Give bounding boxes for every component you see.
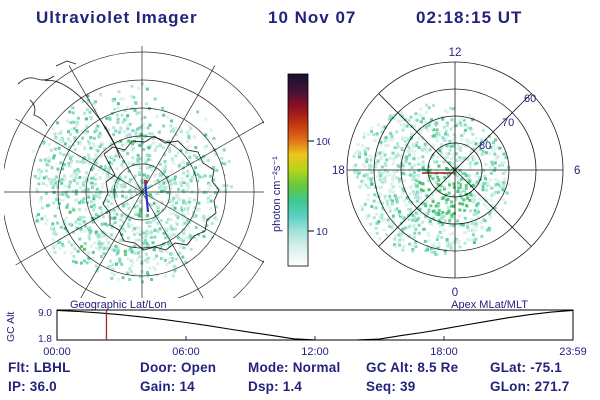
timeline-ticks — [185, 336, 445, 340]
satellite-track-marker — [143, 179, 150, 213]
status-glat: GLat: -75.1 — [490, 360, 562, 375]
status-ip: IP: 36.0 — [8, 379, 57, 394]
status-mode: Mode: Normal — [248, 360, 341, 375]
xtick-0000: 00:00 — [43, 346, 71, 358]
xtick-1200: 12:00 — [301, 346, 329, 358]
date-label: 10 Nov 07 — [268, 8, 357, 27]
colorbar-units-label: photon cm⁻²s⁻¹ — [271, 156, 283, 232]
ytick-9: 9.0 — [38, 308, 52, 319]
ytick-1-8: 1.8 — [38, 334, 52, 345]
gc-alt-timeline-panel: Geographic Lat/Lon Apex MLat/MLT GC Alt … — [5, 299, 587, 358]
mlt-label-0: 0 — [452, 287, 458, 299]
instrument-title: Ultraviolet Imager — [36, 8, 198, 27]
xtick-1800: 18:00 — [430, 346, 458, 358]
status-glon: GLon: 271.7 — [490, 379, 570, 394]
status-seq: Seq: 39 — [366, 379, 416, 394]
status-door: Door: Open — [140, 360, 217, 375]
satellite-position-dot — [144, 180, 148, 184]
colorbar-tick-label-10: 10 — [316, 226, 328, 238]
status-dsp: Dsp: 1.4 — [248, 379, 303, 394]
mlt-label-18: 18 — [332, 165, 345, 177]
xtick-2359: 23:59 — [559, 346, 587, 358]
right-panel-caption: Apex MLat/MLT — [451, 299, 528, 311]
left-panel-caption: Geographic Lat/Lon — [70, 299, 167, 311]
aurora-image-right — [352, 103, 511, 256]
apex-mlat-mlt-panel: 12 18 6 0 60 70 80 — [332, 47, 580, 299]
altitude-curve — [56, 309, 573, 341]
mlat-mlt-grid — [346, 61, 564, 279]
coastline-fragment — [17, 75, 55, 85]
coastline-peninsula — [44, 79, 121, 159]
timeline-plot-box — [56, 309, 574, 341]
status-gc-alt: GC Alt: 8.5 Re — [366, 360, 459, 375]
time-label: 02:18:15 UT — [416, 8, 523, 27]
mlt-label-6: 6 — [574, 165, 580, 177]
mlat-ring-label-60: 60 — [524, 93, 536, 105]
status-gain: Gain: 14 — [140, 379, 195, 394]
mlat-ring-label-80: 80 — [479, 140, 491, 152]
antarctica-coastline — [17, 60, 220, 251]
timeline-y-axis-label: GC Alt — [5, 312, 17, 342]
colorbar-panel: photon cm⁻²s⁻¹ 100 10 — [271, 73, 330, 267]
mlt-label-12: 12 — [449, 47, 462, 59]
mlat-ring-label-70: 70 — [502, 117, 514, 129]
status-flt: Flt: LBHL — [8, 360, 71, 375]
coastline-fragment — [55, 60, 77, 67]
coastline-fragment — [29, 99, 48, 127]
coastline-continent — [102, 135, 220, 251]
colorbar-tick-label-100: 100 — [316, 136, 330, 148]
colorbar-gradient — [287, 73, 309, 267]
aurora-image-left — [32, 82, 233, 284]
geographic-map-panel — [4, 46, 264, 298]
latlon-grid — [4, 46, 264, 298]
xtick-0600: 06:00 — [172, 346, 200, 358]
